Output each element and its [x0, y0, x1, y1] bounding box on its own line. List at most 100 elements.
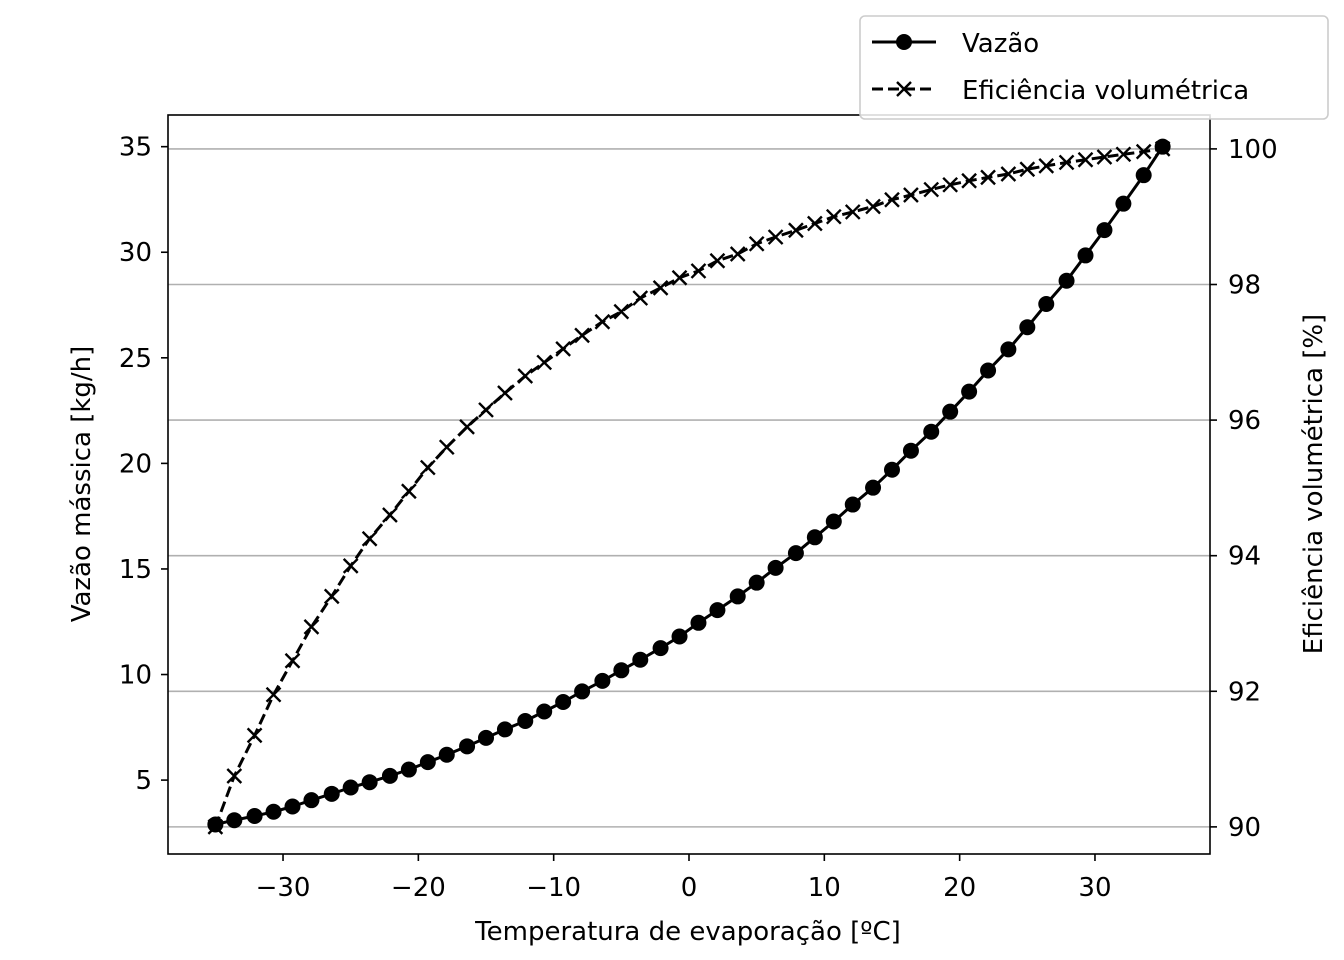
data-point [226, 768, 243, 784]
data-point [265, 803, 282, 820]
data-point [1154, 138, 1171, 155]
data-point [1135, 167, 1152, 184]
legend-marker-vazao [896, 34, 912, 50]
grid [168, 148, 1210, 828]
data-point [401, 483, 417, 500]
data-point [865, 479, 882, 496]
data-point [478, 402, 494, 418]
data-point [594, 313, 611, 330]
data-point [419, 459, 436, 476]
data-point [767, 559, 784, 576]
data-point [246, 807, 263, 824]
data-point [555, 693, 572, 710]
series-vazao [207, 138, 1171, 833]
data-point [613, 303, 630, 320]
series-layer [207, 138, 1171, 835]
data-point [865, 198, 881, 215]
data-point [284, 652, 301, 669]
x-axis-ticks: −30 −20 −10 0 10 20 30 [256, 854, 1112, 903]
data-point [825, 208, 842, 225]
left-y-axis-ticks: 5 10 15 20 25 30 35 [119, 133, 168, 796]
data-point [690, 614, 707, 631]
data-point [788, 222, 804, 239]
data-point [825, 513, 842, 530]
data-point [806, 529, 823, 546]
data-point [729, 246, 746, 262]
data-point [1115, 146, 1132, 163]
legend-box [859, 15, 1329, 120]
left-y-tick-label: 35 [119, 133, 152, 163]
data-point [671, 628, 688, 645]
data-point [1077, 247, 1094, 264]
data-point [382, 507, 398, 523]
data-point [1154, 141, 1171, 157]
data-point [1077, 151, 1094, 168]
data-point [574, 327, 590, 344]
data-point [902, 442, 919, 459]
data-point [303, 792, 320, 809]
data-point [536, 703, 553, 720]
right-y-tick-label: 94 [1228, 542, 1261, 572]
data-point [1038, 295, 1055, 312]
data-point [748, 574, 765, 591]
data-point [671, 269, 688, 286]
series-line [213, 147, 1163, 828]
data-point [459, 419, 475, 435]
data-point [903, 187, 919, 203]
data-point [574, 683, 591, 700]
data-point [787, 545, 804, 562]
legend-marker-eficiencia [896, 81, 912, 97]
data-point [438, 439, 455, 456]
data-point [980, 362, 997, 379]
data-point [1096, 222, 1113, 239]
data-point [844, 496, 861, 513]
data-point [246, 727, 263, 744]
data-point [980, 169, 996, 186]
data-point [323, 588, 340, 605]
right-y-tick-label: 90 [1228, 813, 1261, 843]
data-point [883, 461, 900, 478]
data-point [517, 712, 534, 729]
data-point [438, 746, 455, 763]
data-point [709, 252, 726, 269]
data-point [767, 229, 784, 245]
data-point [652, 280, 669, 296]
data-point [632, 290, 649, 306]
data-point [1135, 143, 1152, 160]
left-y-tick-label: 10 [119, 661, 152, 691]
x-tick-label: −10 [526, 873, 581, 903]
legend: Vazão Eficiência volumétrica [859, 15, 1329, 120]
data-point [419, 754, 436, 771]
data-point [517, 368, 534, 384]
data-point [652, 640, 669, 657]
data-point [709, 602, 726, 619]
data-point [690, 263, 707, 279]
data-point [226, 812, 243, 829]
data-point [613, 662, 630, 679]
series-eficiencia [207, 141, 1171, 835]
right-y-axis-label: Eficiência volumétrica [%] [1299, 314, 1329, 654]
data-point [1019, 319, 1036, 336]
x-tick-label: 30 [1078, 873, 1111, 903]
left-y-tick-label: 25 [119, 344, 152, 374]
right-y-tick-label: 92 [1228, 677, 1261, 707]
right-y-axis-ticks: 90 92 94 96 98 100 [1210, 135, 1278, 843]
data-point [632, 651, 649, 668]
data-point [1058, 154, 1075, 171]
data-point [1058, 272, 1075, 289]
left-y-tick-label: 15 [119, 555, 152, 585]
data-point [594, 672, 611, 689]
legend-label-eficiencia: Eficiência volumétrica [962, 76, 1249, 106]
data-point [1000, 341, 1017, 358]
data-point [400, 761, 417, 778]
right-y-tick-label: 100 [1228, 135, 1278, 165]
data-point [748, 235, 765, 252]
data-point [729, 588, 746, 605]
data-point [478, 729, 495, 746]
x-tick-label: −30 [256, 873, 311, 903]
data-point [844, 204, 861, 220]
legend-label-vazao: Vazão [962, 29, 1039, 59]
data-point [342, 779, 359, 796]
data-point [497, 385, 513, 401]
